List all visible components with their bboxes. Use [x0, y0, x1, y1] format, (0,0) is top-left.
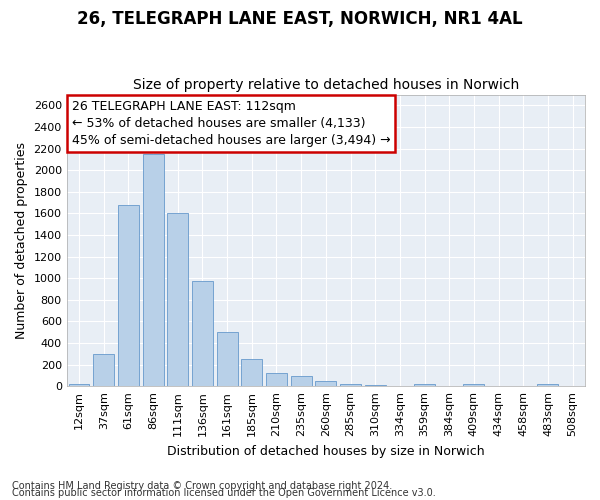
Bar	[266, 373, 287, 386]
Bar	[365, 385, 386, 386]
Bar	[118, 205, 139, 386]
Bar	[290, 376, 311, 386]
Bar	[463, 384, 484, 386]
Text: 26, TELEGRAPH LANE EAST, NORWICH, NR1 4AL: 26, TELEGRAPH LANE EAST, NORWICH, NR1 4A…	[77, 10, 523, 28]
Text: Contains HM Land Registry data © Crown copyright and database right 2024.: Contains HM Land Registry data © Crown c…	[12, 481, 392, 491]
Bar	[414, 384, 435, 386]
Bar	[217, 332, 238, 386]
Bar	[241, 360, 262, 386]
Bar	[143, 154, 164, 386]
Text: 26 TELEGRAPH LANE EAST: 112sqm
← 53% of detached houses are smaller (4,133)
45% : 26 TELEGRAPH LANE EAST: 112sqm ← 53% of …	[72, 100, 391, 148]
Bar	[340, 384, 361, 386]
Bar	[538, 384, 559, 386]
Title: Size of property relative to detached houses in Norwich: Size of property relative to detached ho…	[133, 78, 519, 92]
Bar	[167, 214, 188, 386]
Bar	[93, 354, 114, 386]
X-axis label: Distribution of detached houses by size in Norwich: Distribution of detached houses by size …	[167, 444, 485, 458]
Bar	[192, 282, 213, 387]
Y-axis label: Number of detached properties: Number of detached properties	[15, 142, 28, 339]
Text: Contains public sector information licensed under the Open Government Licence v3: Contains public sector information licen…	[12, 488, 436, 498]
Bar	[68, 384, 89, 386]
Bar	[316, 382, 337, 386]
